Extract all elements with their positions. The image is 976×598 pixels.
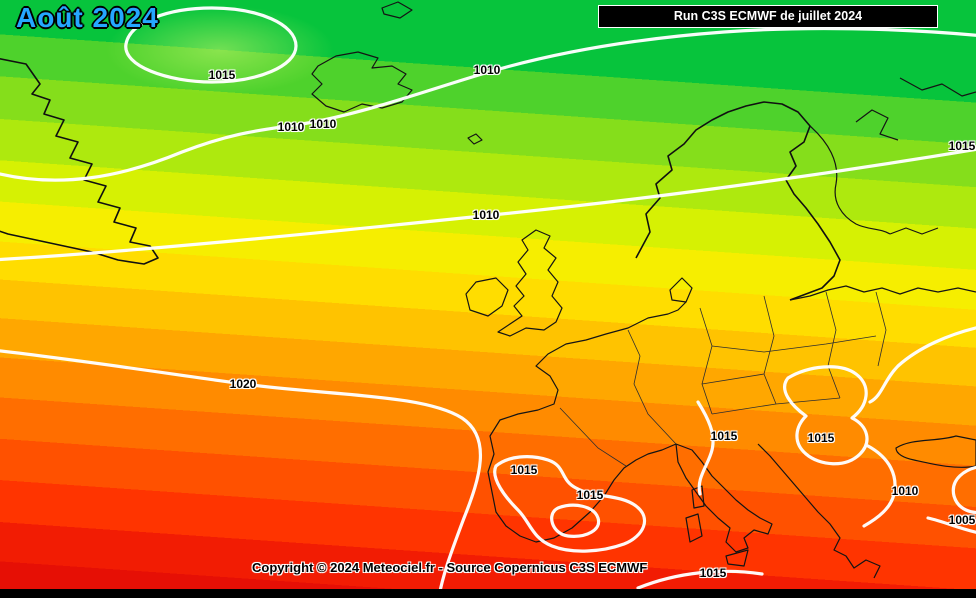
isobar-label: 1015 [208, 68, 236, 82]
month-title: Août 2024 [16, 2, 159, 33]
run-info-box: Run C3S ECMWF de juillet 2024 [598, 5, 938, 28]
isobar-label: 1005 [948, 513, 976, 527]
isobar-label: 1015 [710, 429, 738, 443]
isobar-label: 1010 [891, 484, 919, 498]
isobar-label: 1020 [229, 377, 257, 391]
isobar-label: 1010 [309, 117, 337, 131]
isobar-label: 1015 [948, 139, 976, 153]
isobar-label: 1015 [576, 488, 604, 502]
isobar-label: 1015 [699, 566, 727, 580]
isobar-label: 1015 [510, 463, 538, 477]
isobar-label: 1015 [807, 431, 835, 445]
bottom-bar [0, 589, 976, 598]
copyright-text: Copyright © 2024 Meteociel.fr - Source C… [252, 560, 648, 575]
isobar-label: 1010 [277, 120, 305, 134]
isobar-label: 1010 [473, 63, 501, 77]
isobar-label: 1010 [472, 208, 500, 222]
